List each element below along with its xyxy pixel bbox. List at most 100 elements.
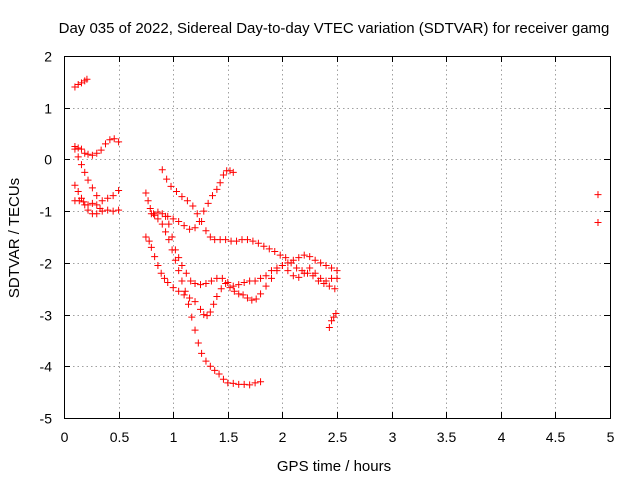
data-point: [144, 197, 152, 205]
data-point: [322, 261, 330, 269]
data-point: [77, 161, 85, 169]
data-point: [239, 291, 247, 299]
data-point: [84, 176, 92, 184]
data-point: [115, 206, 123, 214]
data-point: [186, 294, 194, 302]
data-point: [226, 167, 234, 175]
data-point: [188, 313, 196, 321]
data-point: [186, 225, 194, 233]
data-point: [229, 282, 237, 290]
x-axis-label: GPS time / hours: [277, 458, 391, 475]
data-point: [262, 282, 270, 290]
x-tick-label: 3.5: [437, 429, 457, 445]
data-point: [88, 151, 96, 159]
data-point: [206, 362, 214, 370]
data-point: [320, 280, 328, 288]
data-point: [216, 179, 224, 187]
data-point: [219, 375, 227, 383]
data-point: [235, 281, 243, 289]
data-point: [311, 256, 319, 264]
x-tick-label: 1: [170, 429, 178, 445]
data-point: [96, 205, 104, 213]
data-point: [88, 184, 96, 192]
data-point: [252, 295, 260, 303]
data-point: [81, 149, 89, 157]
data-point: [330, 313, 338, 321]
x-tick-label: 3: [389, 429, 397, 445]
data-point: [251, 379, 259, 387]
data-point: [262, 272, 270, 280]
data-point: [211, 366, 219, 374]
data-point: [74, 187, 82, 195]
y-tick-label: -3: [40, 308, 53, 324]
x-tick-label: 2.5: [328, 429, 348, 445]
data-point: [298, 267, 306, 275]
data-point: [151, 253, 159, 261]
data-point: [284, 267, 292, 275]
data-point: [251, 277, 259, 285]
data-point: [178, 277, 186, 285]
data-point: [202, 357, 210, 365]
data-point: [594, 191, 602, 199]
data-point: [197, 281, 204, 289]
data-point: [83, 75, 91, 83]
data-point: [178, 261, 186, 269]
y-tick-label: -4: [40, 359, 53, 375]
data-point: [154, 208, 162, 216]
data-point: [202, 227, 210, 235]
data-point: [276, 251, 284, 259]
series-arc-g: [142, 189, 265, 389]
data-point: [235, 290, 243, 298]
data-point: [151, 211, 159, 219]
data-point: [163, 175, 171, 183]
data-point: [104, 206, 112, 214]
data-point: [162, 228, 170, 236]
data-point: [230, 287, 238, 295]
data-point: [98, 197, 106, 205]
data-point: [84, 201, 92, 209]
data-point: [172, 187, 180, 195]
series-arc-i: [164, 167, 237, 233]
data-point: [181, 287, 189, 295]
data-point: [158, 220, 166, 228]
data-point: [257, 290, 265, 298]
data-point: [193, 210, 201, 218]
data-point: [206, 233, 214, 241]
data-point: [278, 261, 286, 269]
data-point: [77, 145, 85, 153]
data-point: [240, 279, 248, 287]
y-tick-label: -2: [40, 256, 53, 272]
data-point: [182, 269, 190, 277]
data-point: [257, 274, 265, 282]
data-point: [146, 205, 154, 213]
data-point: [309, 272, 317, 280]
series-arc-k: [325, 310, 340, 331]
data-point: [93, 192, 101, 200]
data-point: [254, 239, 262, 247]
data-point: [314, 277, 322, 285]
data-point: [191, 298, 199, 306]
y-tick-label: -1: [40, 204, 53, 220]
data-point: [171, 246, 179, 254]
data-point: [183, 197, 191, 205]
data-point: [213, 292, 221, 300]
data-point: [306, 264, 314, 272]
data-point: [80, 198, 88, 206]
data-point: [147, 243, 155, 251]
chart-title: Day 035 of 2022, Sidereal Day-to-day VTE…: [59, 20, 610, 37]
y-tick-label: 2: [44, 49, 52, 65]
data-point: [333, 274, 341, 282]
data-point: [115, 186, 123, 194]
data-points: [71, 75, 602, 389]
series-arc-l: [594, 191, 602, 227]
data-point: [93, 201, 101, 209]
data-point: [248, 296, 256, 304]
data-point: [191, 280, 199, 288]
data-point: [594, 219, 602, 227]
data-point: [175, 254, 183, 262]
data-point: [167, 182, 175, 190]
data-point: [202, 280, 210, 288]
data-point: [209, 192, 217, 200]
data-point: [157, 269, 165, 277]
y-axis-label: SDTVAR / TECUs: [6, 178, 23, 298]
